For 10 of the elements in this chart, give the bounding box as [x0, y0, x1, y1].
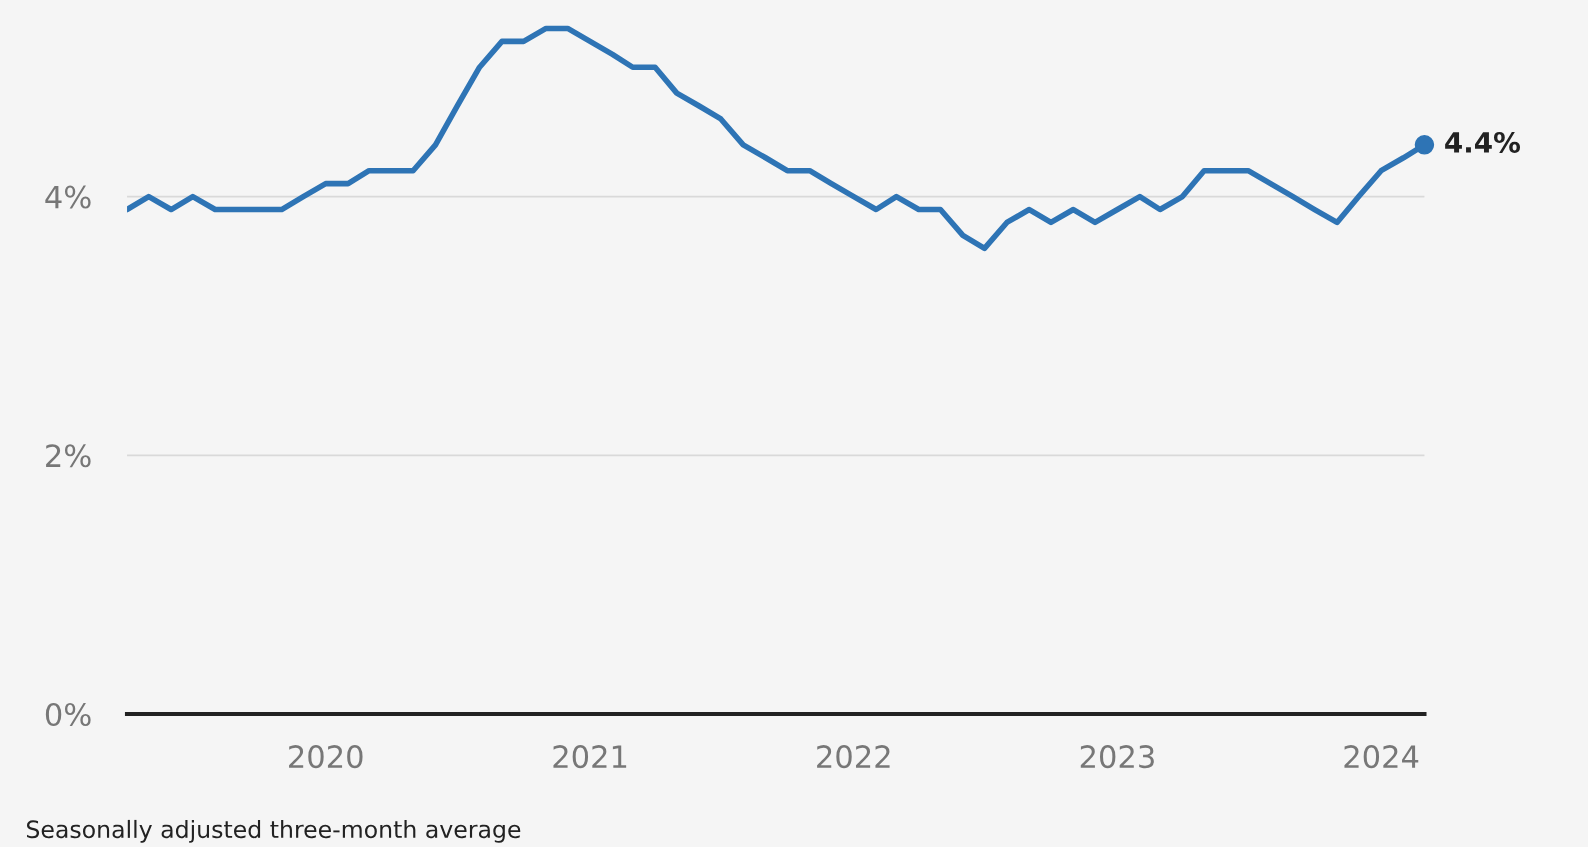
- annotation: 4.4%: [1445, 131, 1521, 153]
- x-tick-label: 2024: [1344, 745, 1419, 769]
- y-tick-label: 4%: [45, 185, 91, 209]
- x-tick-label: 2021: [553, 745, 627, 769]
- text: Seasonally adjusted three-month average: [26, 819, 521, 843]
- x-tick-label: 2020: [289, 745, 363, 769]
- x-tick-label: 2022: [817, 745, 890, 769]
- y-tick-label: 2%: [46, 444, 91, 468]
- y-tick-label: 0%: [45, 702, 91, 727]
- x-tick-label: 2023: [1080, 745, 1154, 769]
